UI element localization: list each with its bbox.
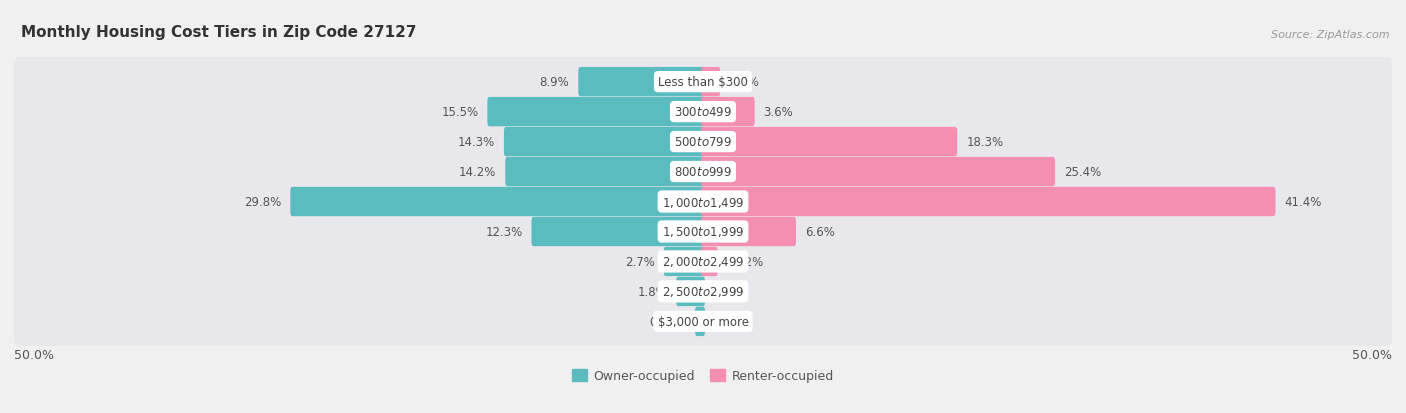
Text: $500 to $799: $500 to $799: [673, 136, 733, 149]
FancyBboxPatch shape: [14, 58, 1392, 107]
FancyBboxPatch shape: [702, 98, 755, 127]
Text: $2,000 to $2,499: $2,000 to $2,499: [662, 255, 744, 269]
FancyBboxPatch shape: [503, 128, 704, 157]
FancyBboxPatch shape: [695, 307, 704, 336]
Text: $1,500 to $1,999: $1,500 to $1,999: [662, 225, 744, 239]
Text: $1,000 to $1,499: $1,000 to $1,499: [662, 195, 744, 209]
Text: Less than $300: Less than $300: [658, 76, 748, 89]
Text: 12.3%: 12.3%: [485, 225, 523, 238]
Text: 1.8%: 1.8%: [637, 285, 668, 298]
FancyBboxPatch shape: [505, 157, 704, 187]
Text: 15.5%: 15.5%: [441, 106, 478, 119]
Text: 18.3%: 18.3%: [966, 136, 1004, 149]
FancyBboxPatch shape: [14, 207, 1392, 256]
FancyBboxPatch shape: [702, 188, 1275, 217]
Text: 0.43%: 0.43%: [650, 315, 686, 328]
FancyBboxPatch shape: [14, 88, 1392, 137]
Legend: Owner-occupied, Renter-occupied: Owner-occupied, Renter-occupied: [572, 369, 834, 382]
Text: 0.0%: 0.0%: [714, 285, 744, 298]
FancyBboxPatch shape: [14, 118, 1392, 167]
Text: $2,500 to $2,999: $2,500 to $2,999: [662, 285, 744, 299]
Text: 50.0%: 50.0%: [14, 348, 53, 361]
FancyBboxPatch shape: [676, 277, 704, 306]
FancyBboxPatch shape: [14, 267, 1392, 316]
Text: 3.6%: 3.6%: [763, 106, 793, 119]
Text: 14.2%: 14.2%: [458, 166, 496, 178]
Text: 1.1%: 1.1%: [730, 76, 759, 89]
Text: 25.4%: 25.4%: [1064, 166, 1101, 178]
FancyBboxPatch shape: [290, 188, 704, 217]
Text: 0.0%: 0.0%: [714, 315, 744, 328]
FancyBboxPatch shape: [531, 217, 704, 247]
Text: $3,000 or more: $3,000 or more: [658, 315, 748, 328]
FancyBboxPatch shape: [488, 98, 704, 127]
Text: 2.7%: 2.7%: [624, 255, 655, 268]
FancyBboxPatch shape: [14, 297, 1392, 346]
FancyBboxPatch shape: [14, 147, 1392, 197]
FancyBboxPatch shape: [702, 217, 796, 247]
FancyBboxPatch shape: [578, 68, 704, 97]
Text: Source: ZipAtlas.com: Source: ZipAtlas.com: [1271, 30, 1389, 40]
Text: 0.92%: 0.92%: [727, 255, 763, 268]
FancyBboxPatch shape: [702, 68, 720, 97]
Text: 14.3%: 14.3%: [458, 136, 495, 149]
Text: $800 to $999: $800 to $999: [673, 166, 733, 178]
FancyBboxPatch shape: [664, 247, 704, 276]
FancyBboxPatch shape: [702, 128, 957, 157]
FancyBboxPatch shape: [14, 237, 1392, 286]
Text: 8.9%: 8.9%: [540, 76, 569, 89]
FancyBboxPatch shape: [702, 157, 1054, 187]
Text: 41.4%: 41.4%: [1285, 195, 1322, 209]
FancyBboxPatch shape: [702, 247, 717, 276]
Text: 6.6%: 6.6%: [806, 225, 835, 238]
Text: $300 to $499: $300 to $499: [673, 106, 733, 119]
Text: Monthly Housing Cost Tiers in Zip Code 27127: Monthly Housing Cost Tiers in Zip Code 2…: [21, 25, 416, 40]
Text: 29.8%: 29.8%: [245, 195, 281, 209]
Text: 50.0%: 50.0%: [1353, 348, 1392, 361]
FancyBboxPatch shape: [14, 178, 1392, 226]
